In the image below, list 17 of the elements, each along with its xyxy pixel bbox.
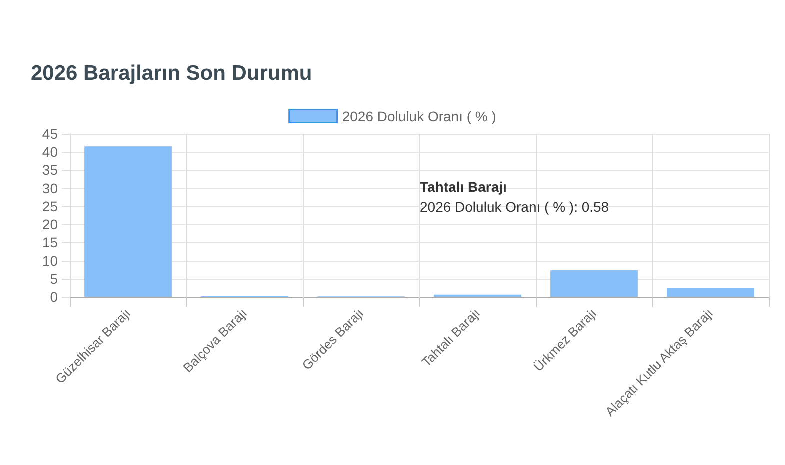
y-tick-label: 0	[50, 289, 58, 305]
legend-label: 2026 Doluluk Oranı ( % )	[342, 108, 496, 124]
bar	[667, 288, 754, 297]
annotation: Tahtalı Barajı	[420, 179, 507, 195]
y-tick-label: 30	[42, 180, 58, 196]
chart-title: 2026 Barajların Son Durumu	[31, 62, 312, 85]
y-tick-label: 20	[42, 216, 58, 233]
y-tick-label: 45	[42, 126, 58, 142]
bar	[84, 146, 172, 297]
bar	[550, 270, 638, 297]
annotation: 2026 Doluluk Oranı ( % ): 0.58	[420, 199, 610, 215]
y-tick-label: 5	[50, 270, 58, 287]
y-tick-label: 35	[42, 162, 58, 178]
y-tick-label: 10	[42, 252, 58, 269]
y-tick-label: 25	[42, 198, 58, 214]
y-tick-label: 40	[42, 144, 58, 160]
y-tick-label: 15	[42, 234, 58, 251]
